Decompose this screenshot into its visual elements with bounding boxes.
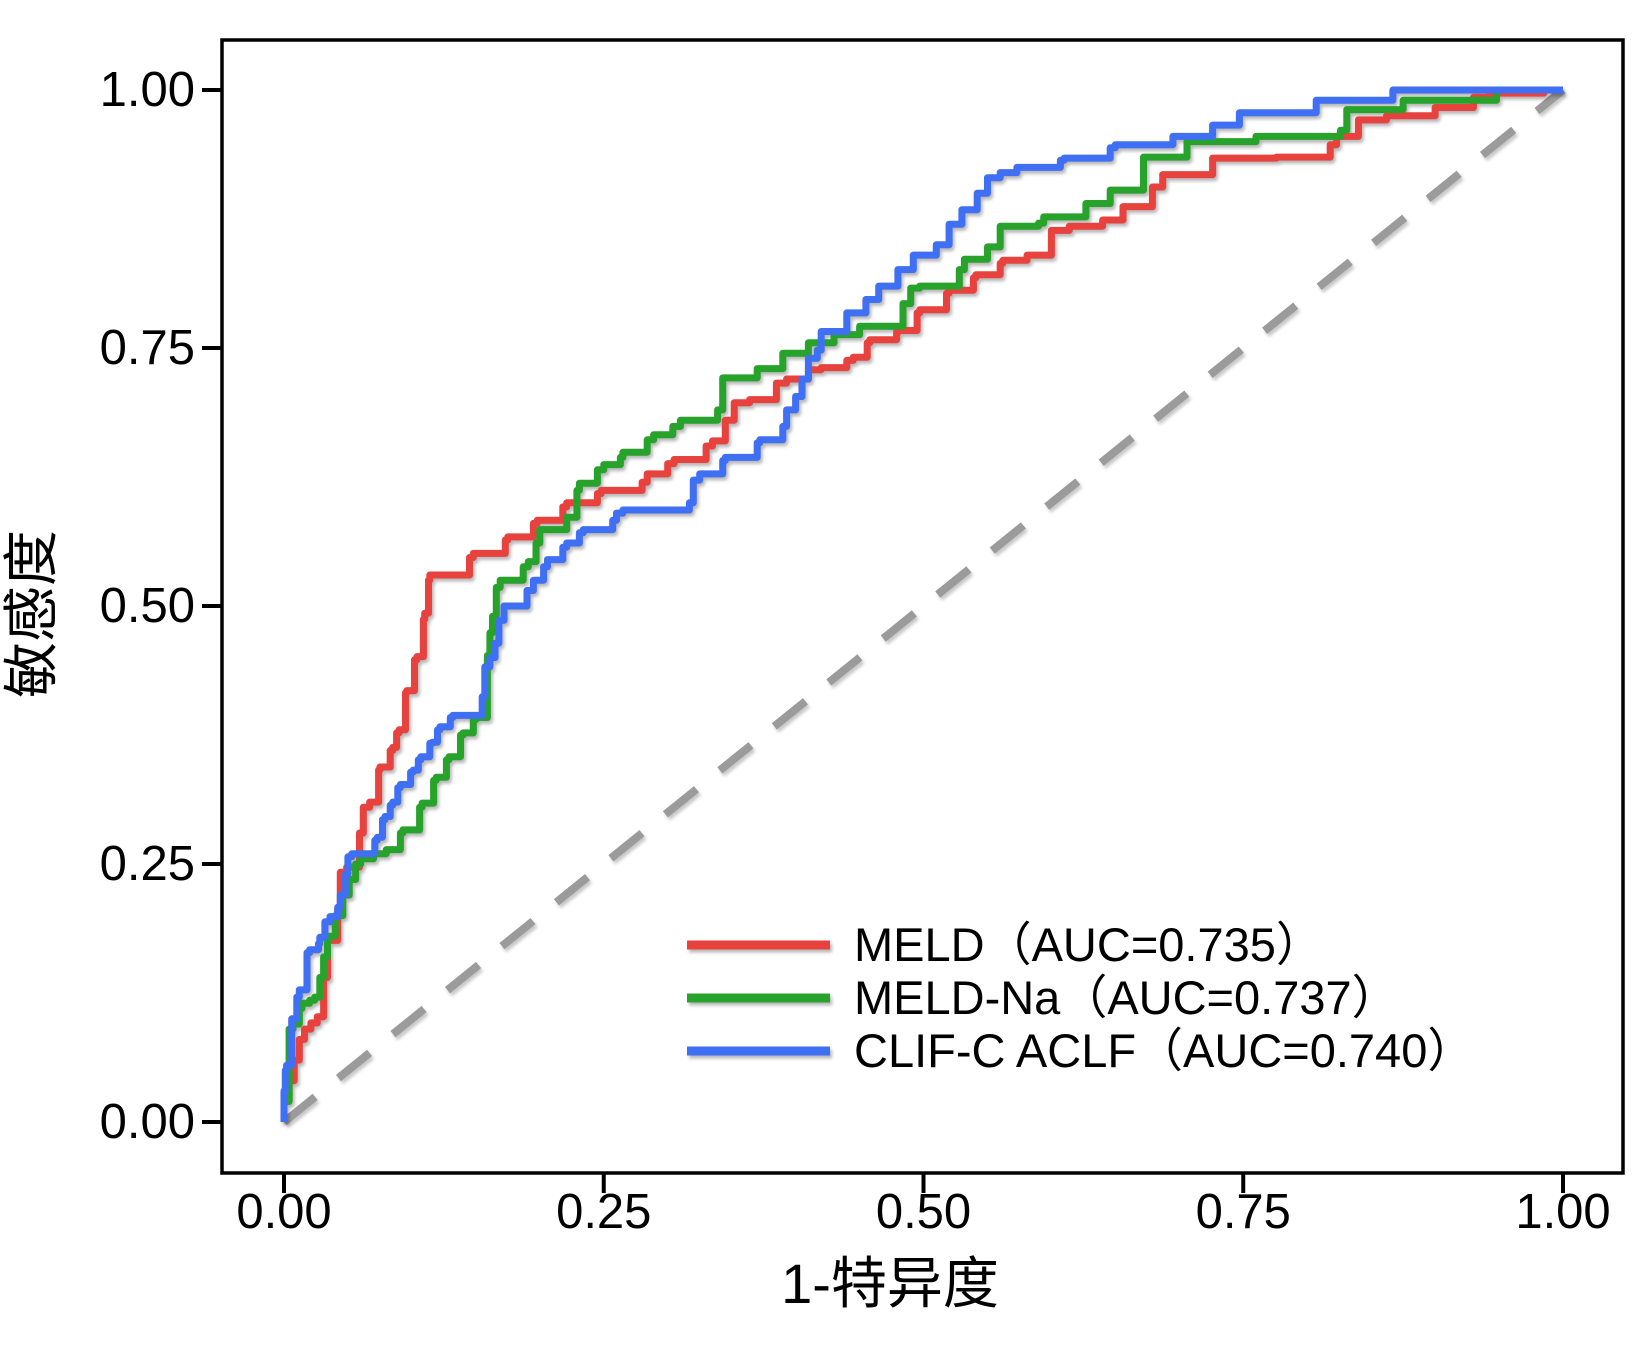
legend-label-meld-na: MELD-Na（AUC=0.737） (854, 971, 1399, 1024)
legend-swatches (687, 940, 830, 1056)
x-tick-label: 0.25 (556, 1185, 652, 1239)
y-tick-label: 0.00 (99, 1095, 195, 1149)
x-tick-label: 0.00 (236, 1185, 332, 1239)
legend-label-clif-c-aclf: CLIF-C ACLF（AUC=0.740） (854, 1024, 1475, 1077)
x-tick-label: 1.00 (1515, 1185, 1611, 1239)
y-tick-label: 1.00 (99, 63, 195, 117)
roc-curve-meld (280, 86, 1563, 1122)
x-tick-label: 0.75 (1195, 1185, 1291, 1239)
chance-diagonal-line (281, 86, 1566, 1126)
roc-curve-meld-na (280, 86, 1563, 1122)
roc-curve-clif-c-aclf (280, 86, 1563, 1122)
legend-label-meld: MELD（AUC=0.735） (854, 918, 1323, 971)
y-tick-label: 0.25 (99, 837, 195, 891)
reference-diagonal (281, 86, 1566, 1126)
axis-ticks (202, 88, 1565, 1193)
roc-curves (280, 86, 1563, 1122)
y-tick-label: 0.75 (99, 321, 195, 375)
y-tick-label: 0.50 (99, 579, 195, 633)
y-axis-title: 敏感度 (0, 530, 63, 698)
x-axis-title: 1-特异度 (781, 1252, 999, 1315)
x-tick-label: 0.50 (875, 1185, 972, 1239)
